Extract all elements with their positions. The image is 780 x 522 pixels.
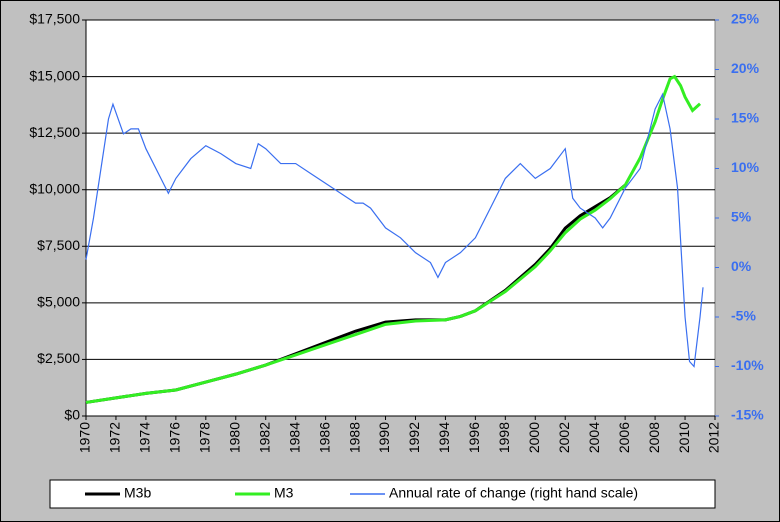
y-tick-label: $5,000 xyxy=(37,294,80,310)
x-tick-label: 1998 xyxy=(496,422,512,453)
x-tick-label: 1988 xyxy=(346,422,362,453)
y2-tick-label: -10% xyxy=(731,357,764,373)
y-tick-label: $15,000 xyxy=(29,67,80,83)
x-tick-label: 1970 xyxy=(77,422,93,453)
legend-label: M3b xyxy=(124,485,151,501)
x-tick-label: 2008 xyxy=(646,422,662,453)
x-tick-label: 1990 xyxy=(376,422,392,453)
x-tick-label: 1982 xyxy=(256,422,272,453)
y-tick-label: $10,000 xyxy=(29,180,80,196)
y2-tick-label: -15% xyxy=(731,407,764,423)
x-tick-label: 1992 xyxy=(406,422,422,453)
x-tick-label: 1980 xyxy=(226,422,242,453)
y2-tick-label: 5% xyxy=(731,209,752,225)
y2-tick-label: 15% xyxy=(731,110,760,126)
y-tick-label: $2,500 xyxy=(37,350,80,366)
x-tick-label: 1996 xyxy=(466,422,482,453)
x-tick-label: 1976 xyxy=(167,422,183,453)
x-tick-label: 1984 xyxy=(286,422,302,453)
x-tick-label: 2004 xyxy=(586,422,602,453)
y2-tick-label: 25% xyxy=(731,11,760,27)
x-tick-label: 1974 xyxy=(137,422,153,453)
x-tick-label: 1972 xyxy=(107,422,123,453)
x-tick-label: 2006 xyxy=(616,422,632,453)
y-tick-label: $17,500 xyxy=(29,11,80,27)
series-line xyxy=(85,92,704,368)
y2-tick-label: 10% xyxy=(731,159,760,175)
y2-tick-label: -5% xyxy=(731,308,756,324)
x-tick-label: 1994 xyxy=(436,422,452,453)
series-line xyxy=(85,74,702,404)
legend-label: M3 xyxy=(274,485,294,501)
x-tick-label: 1978 xyxy=(197,422,213,453)
y2-tick-label: 0% xyxy=(731,258,752,274)
y2-tick-label: 20% xyxy=(731,60,760,76)
legend-label: Annual rate of change (right hand scale) xyxy=(389,485,638,501)
x-tick-label: 1986 xyxy=(316,422,332,453)
x-tick-label: 2002 xyxy=(556,422,572,453)
y-tick-label: $7,500 xyxy=(37,237,80,253)
y-tick-label: $12,500 xyxy=(29,124,80,140)
y-tick-label: $0 xyxy=(64,407,80,423)
x-tick-label: 2010 xyxy=(676,422,692,453)
plot-area xyxy=(85,19,716,417)
x-tick-label: 2012 xyxy=(706,422,722,453)
x-tick-label: 2000 xyxy=(526,422,542,453)
